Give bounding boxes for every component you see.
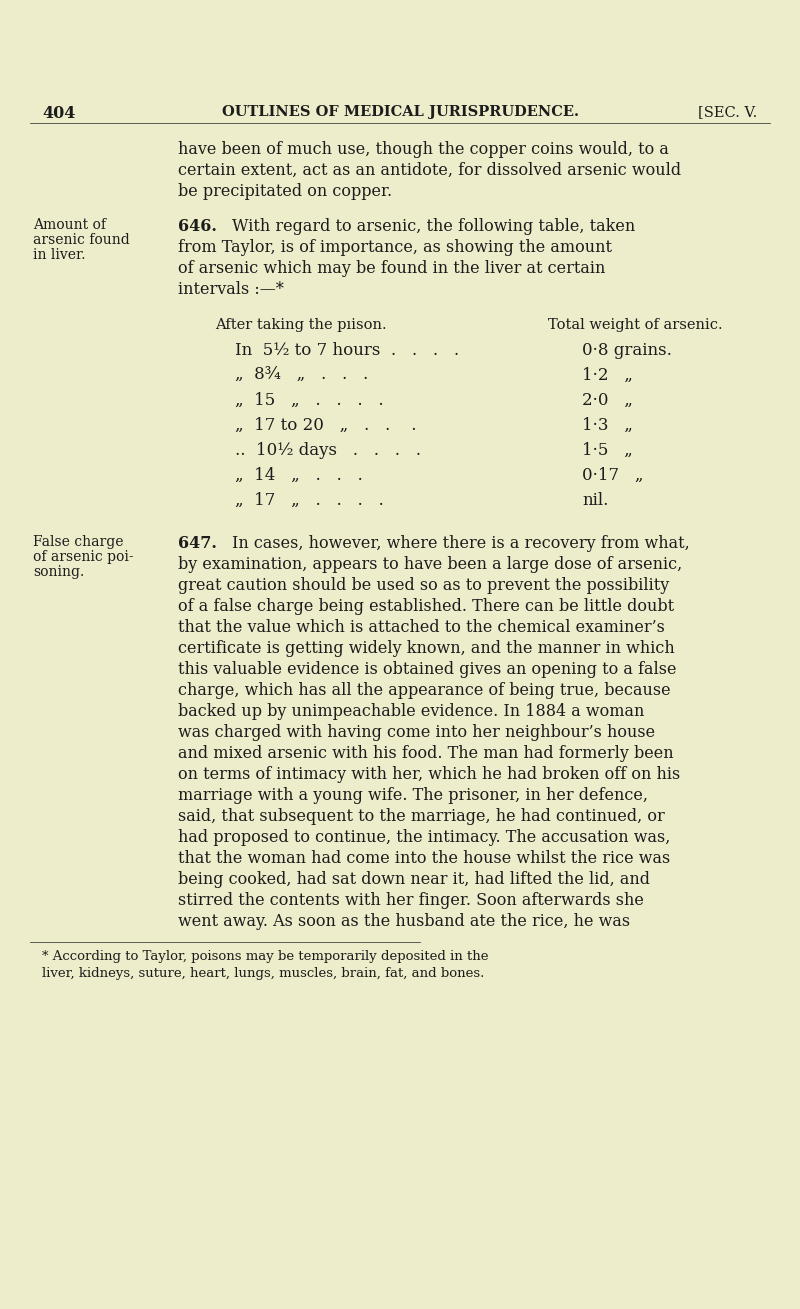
- Text: „  17   „   .   .   .   .: „ 17 „ . . . .: [235, 492, 384, 509]
- Text: 0·17   „: 0·17 „: [582, 467, 643, 484]
- Text: being cooked, had sat down near it, had lifted the lid, and: being cooked, had sat down near it, had …: [178, 870, 650, 888]
- Text: 0·8 grains.: 0·8 grains.: [582, 342, 672, 359]
- Text: „  15   „   .   .   .   .: „ 15 „ . . . .: [235, 391, 384, 408]
- Text: soning.: soning.: [33, 565, 84, 579]
- Text: 1·5   „: 1·5 „: [582, 442, 633, 459]
- Text: stirred the contents with her finger. Soon afterwards she: stirred the contents with her finger. So…: [178, 891, 644, 908]
- Text: 646.: 646.: [178, 219, 217, 236]
- Text: from Taylor, is of importance, as showing the amount: from Taylor, is of importance, as showin…: [178, 240, 612, 257]
- Text: of arsenic poi-: of arsenic poi-: [33, 550, 134, 564]
- Text: by examination, appears to have been a large dose of arsenic,: by examination, appears to have been a l…: [178, 556, 682, 573]
- Text: be precipitated on copper.: be precipitated on copper.: [178, 183, 392, 200]
- Text: had proposed to continue, the intimacy. The accusation was,: had proposed to continue, the intimacy. …: [178, 829, 670, 846]
- Text: certificate is getting widely known, and the manner in which: certificate is getting widely known, and…: [178, 640, 674, 657]
- Text: Total weight of arsenic.: Total weight of arsenic.: [548, 318, 722, 332]
- Text: in liver.: in liver.: [33, 247, 86, 262]
- Text: went away. As soon as the husband ate the rice, he was: went away. As soon as the husband ate th…: [178, 912, 630, 929]
- Text: 647.: 647.: [178, 535, 217, 552]
- Text: marriage with a young wife. The prisoner, in her defence,: marriage with a young wife. The prisoner…: [178, 787, 648, 804]
- Text: „  8¾   „   .   .   .: „ 8¾ „ . . .: [235, 367, 378, 384]
- Text: 2·0   „: 2·0 „: [582, 391, 633, 408]
- Text: 1·3   „: 1·3 „: [582, 418, 633, 435]
- Text: this valuable evidence is obtained gives an opening to a false: this valuable evidence is obtained gives…: [178, 661, 677, 678]
- Text: liver, kidneys, suture, heart, lungs, muscles, brain, fat, and bones.: liver, kidneys, suture, heart, lungs, mu…: [42, 967, 484, 980]
- Text: great caution should be used so as to prevent the possibility: great caution should be used so as to pr…: [178, 577, 670, 594]
- Text: „  17 to 20   „   .   .    .: „ 17 to 20 „ . . .: [235, 418, 417, 435]
- Text: have been of much use, though the copper coins would, to a: have been of much use, though the copper…: [178, 141, 669, 158]
- Text: on terms of intimacy with her, which he had broken off on his: on terms of intimacy with her, which he …: [178, 766, 680, 783]
- Text: intervals :—*: intervals :—*: [178, 281, 284, 298]
- Text: After taking the pıison.: After taking the pıison.: [215, 318, 386, 332]
- Text: False charge: False charge: [33, 535, 123, 548]
- Text: * According to Taylor, poisons may be temporarily deposited in the: * According to Taylor, poisons may be te…: [42, 950, 489, 963]
- Text: „  14   „   .   .   .: „ 14 „ . . .: [235, 467, 374, 484]
- Text: 404: 404: [42, 105, 75, 122]
- Text: that the value which is attached to the chemical examiner’s: that the value which is attached to the …: [178, 619, 665, 636]
- Text: ..  10½ days   .   .   .   .: .. 10½ days . . . .: [235, 442, 421, 459]
- Text: nil.: nil.: [582, 492, 608, 509]
- Text: charge, which has all the appearance of being true, because: charge, which has all the appearance of …: [178, 682, 670, 699]
- Text: In cases, however, where there is a recovery from what,: In cases, however, where there is a reco…: [232, 535, 690, 552]
- Text: OUTLINES OF MEDICAL JURISPRUDENCE.: OUTLINES OF MEDICAL JURISPRUDENCE.: [222, 105, 578, 119]
- Text: and mixed arsenic with his food. The man had formerly been: and mixed arsenic with his food. The man…: [178, 745, 674, 762]
- Text: 1·2   „: 1·2 „: [582, 367, 633, 384]
- Text: of arsenic which may be found in the liver at certain: of arsenic which may be found in the liv…: [178, 260, 606, 278]
- Text: In  5½ to 7 hours  .   .   .   .: In 5½ to 7 hours . . . .: [235, 342, 459, 359]
- Text: [SEC. V.: [SEC. V.: [698, 105, 757, 119]
- Text: With regard to arsenic, the following table, taken: With regard to arsenic, the following ta…: [232, 219, 635, 236]
- Text: arsenic found: arsenic found: [33, 233, 130, 247]
- Text: backed up by unimpeachable evidence. In 1884 a woman: backed up by unimpeachable evidence. In …: [178, 703, 644, 720]
- Text: said, that subsequent to the marriage, he had continued, or: said, that subsequent to the marriage, h…: [178, 808, 665, 825]
- Text: of a false charge being established. There can be little doubt: of a false charge being established. The…: [178, 598, 674, 615]
- Text: certain extent, act as an antidote, for dissolved arsenic would: certain extent, act as an antidote, for …: [178, 162, 681, 179]
- Text: was charged with having come into her neighbour’s house: was charged with having come into her ne…: [178, 724, 655, 741]
- Text: that the woman had come into the house whilst the rice was: that the woman had come into the house w…: [178, 850, 670, 867]
- Text: Amount of: Amount of: [33, 219, 106, 232]
